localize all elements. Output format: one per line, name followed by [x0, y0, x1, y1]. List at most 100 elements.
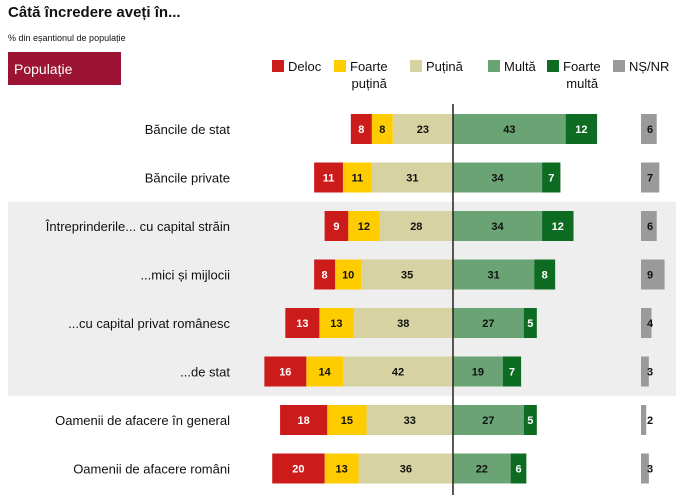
- bar-segment: [361, 259, 453, 290]
- legend-label: Foarte: [563, 59, 601, 74]
- chart-subtitle: % din eșantionul de populație: [8, 33, 126, 43]
- value-label: 22: [476, 464, 488, 476]
- bar-segment-nsnr: [641, 162, 660, 193]
- bar-segment: [542, 162, 561, 193]
- value-label: 8: [358, 124, 364, 136]
- bar-segment: [280, 405, 328, 435]
- value-label: 28: [410, 221, 422, 233]
- value-label: 8: [542, 270, 548, 282]
- bar-segment: [272, 453, 325, 484]
- value-label: 27: [482, 415, 494, 427]
- legend-swatch: [334, 60, 346, 72]
- value-label: 11: [352, 173, 364, 185]
- value-label: 16: [279, 367, 291, 379]
- value-label: 19: [472, 367, 484, 379]
- bar-segment: [392, 114, 453, 144]
- value-label: 12: [358, 221, 370, 233]
- value-label: 36: [400, 464, 412, 476]
- value-label: 13: [296, 318, 308, 330]
- value-label: 3: [647, 367, 653, 379]
- legend-label: Deloc: [288, 59, 322, 74]
- value-label: 12: [552, 221, 564, 233]
- category-label: Oamenii de afacere români: [73, 462, 230, 477]
- value-label: 31: [487, 270, 499, 282]
- legend-swatch: [547, 60, 559, 72]
- legend-label: Puțină: [426, 59, 464, 74]
- category-label: Întreprinderile... cu capital străin: [45, 219, 230, 234]
- value-label: 7: [509, 367, 515, 379]
- value-label: 8: [379, 124, 385, 136]
- bar-segment: [502, 356, 522, 387]
- value-label: 18: [298, 415, 310, 427]
- bar-segment-nsnr: [641, 453, 649, 484]
- value-label: 20: [292, 464, 304, 476]
- value-label: 13: [330, 318, 342, 330]
- value-label: 38: [397, 318, 409, 330]
- legend-swatch: [272, 60, 284, 72]
- bar-segment: [306, 356, 343, 387]
- value-label: 6: [647, 221, 653, 233]
- bar-segment: [324, 211, 349, 241]
- value-label: 11: [323, 173, 335, 185]
- bar-segment: [264, 356, 307, 387]
- bar-segment: [453, 453, 511, 484]
- bar-segment: [453, 356, 503, 387]
- bar-segment-nsnr: [641, 405, 647, 435]
- bar-segment: [342, 162, 372, 193]
- bar-segment-nsnr: [641, 308, 652, 338]
- value-label: 9: [647, 270, 653, 282]
- bar-segment: [319, 308, 354, 338]
- value-label: 8: [322, 270, 328, 282]
- bar-segment: [453, 405, 524, 435]
- value-label: 14: [318, 367, 331, 379]
- bar-segment: [523, 405, 537, 435]
- bar-segment: [342, 356, 453, 387]
- value-label: 34: [491, 173, 504, 185]
- category-label: Băncile private: [145, 171, 230, 186]
- bar-segment: [453, 114, 566, 144]
- bar-segment-nsnr: [641, 356, 649, 387]
- category-label: Oamenii de afacere în general: [55, 413, 230, 428]
- value-label: 13: [336, 464, 348, 476]
- value-label: 15: [341, 415, 353, 427]
- bar-segment: [379, 211, 453, 241]
- legend-swatch: [613, 60, 625, 72]
- value-label: 7: [647, 173, 653, 185]
- value-label: 3: [647, 464, 653, 476]
- category-label: ...mici și mijlocii: [140, 268, 230, 283]
- bar-segment: [534, 259, 556, 290]
- value-label: 35: [401, 270, 413, 282]
- category-label: ...cu capital privat românesc: [68, 316, 230, 331]
- bar-segment: [350, 114, 372, 144]
- value-label: 5: [527, 415, 533, 427]
- bar-segment: [542, 211, 574, 241]
- bar-segment: [453, 259, 535, 290]
- badge-background: [8, 52, 121, 85]
- value-label: 31: [406, 173, 418, 185]
- badge-label: Populație: [14, 61, 73, 77]
- category-label: Băncile de stat: [145, 122, 231, 137]
- population-badge: Populație: [8, 52, 121, 85]
- bar-segment-nsnr: [641, 114, 657, 144]
- value-label: 7: [548, 173, 554, 185]
- bar-segment: [314, 259, 336, 290]
- category-label: ...de stat: [180, 365, 230, 380]
- bar-segment: [453, 162, 543, 193]
- chart-title: Câtă încredere aveți în...: [8, 4, 181, 21]
- legend-label: NȘ/NR: [629, 59, 669, 74]
- value-label: 5: [527, 318, 533, 330]
- bar-segment-nsnr: [641, 211, 657, 241]
- value-label: 33: [404, 415, 416, 427]
- bar-segment: [314, 162, 343, 193]
- value-label: 12: [575, 124, 587, 136]
- value-label: 6: [647, 124, 653, 136]
- bar-segment: [371, 162, 453, 193]
- bar-segment: [371, 114, 393, 144]
- value-label: 4: [647, 318, 654, 330]
- legend-label: Foarte: [350, 59, 388, 74]
- bar-segment: [453, 211, 543, 241]
- category-labels: Băncile de stat Băncile private Întreprind…: [45, 122, 231, 477]
- bar-segment: [327, 405, 367, 435]
